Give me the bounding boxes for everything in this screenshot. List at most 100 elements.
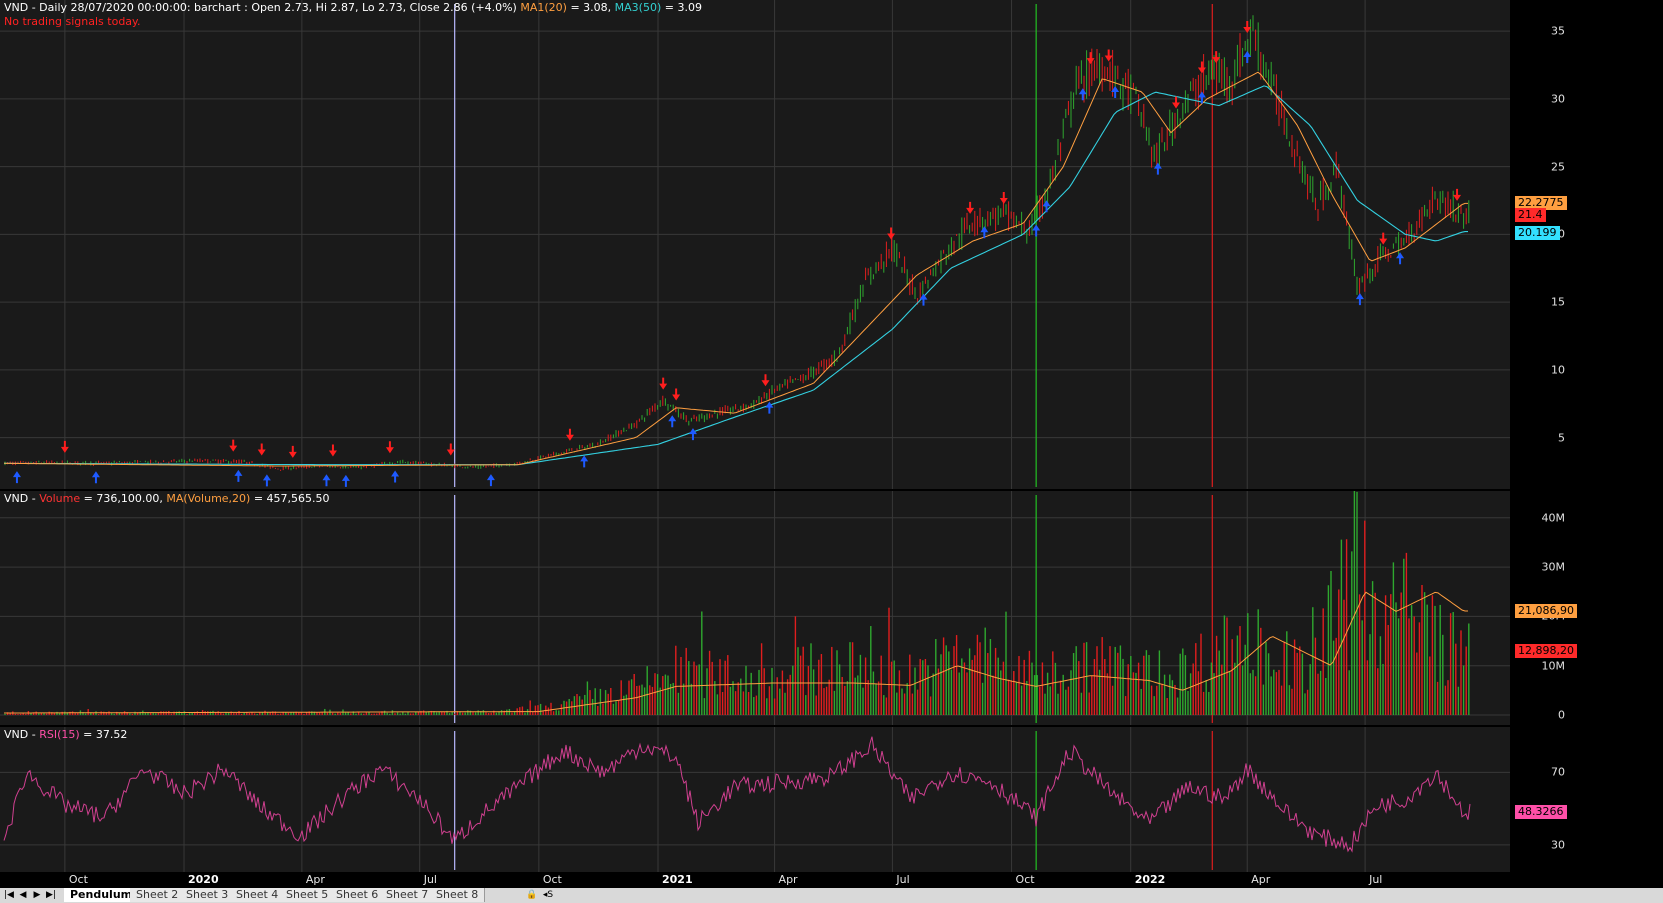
last-value-tag: 21.4 [1515, 208, 1546, 223]
x-tick-label: 2022 [1134, 873, 1166, 886]
rsi-header: VND - RSI(15) = 37.52 [4, 728, 127, 741]
volume-value: = 736,100.00, [83, 492, 163, 505]
volume-pane: VND - Volume = 736,100.00, MA(Volume,20)… [0, 491, 1663, 725]
next-icon[interactable]: ▶ [33, 890, 41, 900]
sell-signal-arrow [1243, 20, 1252, 33]
ma3-value: = 3.09 [664, 1, 702, 14]
sell-signal-arrow [229, 439, 238, 452]
buy-signal-arrow [391, 470, 400, 483]
sheet-tab[interactable]: Sheet 5 [280, 888, 336, 902]
last-value-tag: 12,898,20 [1515, 644, 1577, 659]
sheet-tab[interactable]: Pendulum [64, 888, 140, 902]
buy-signal-arrow [1042, 200, 1051, 213]
price-pane: VND - Daily 28/07/2020 00:00:00: barchar… [0, 0, 1573, 489]
buy-signal-arrow [1111, 86, 1120, 98]
sell-signal-arrow [328, 444, 337, 457]
x-tick-label: Apr [305, 873, 325, 886]
rsi-line [3, 736, 1471, 853]
buy-signal-arrow [341, 474, 350, 487]
last-value-tag: 48.3266 [1515, 804, 1567, 819]
sell-signal-arrow [1086, 52, 1095, 65]
sheet-tab-bar: |◀ ◀ ▶ ▶| 🔒 ◂S Pendulum Sheet 2 Sheet 3 She… [0, 888, 1663, 903]
sell-signal-arrow [1379, 232, 1388, 245]
ma1-value: = 3.08, [570, 1, 612, 14]
buy-signal-arrow [91, 471, 100, 484]
sell-signal-arrow [1212, 51, 1221, 64]
buy-signal-arrow [1396, 252, 1405, 265]
volume-label: Volume [39, 492, 81, 505]
buy-signal-arrow [486, 474, 495, 487]
sell-signal-arrow [288, 445, 297, 458]
sell-signal-arrow [999, 192, 1008, 205]
last-icon[interactable]: ▶| [46, 890, 56, 900]
buy-signal-arrow [580, 455, 589, 468]
sell-signal-arrow [446, 443, 455, 456]
sell-signal-arrow [1104, 49, 1113, 62]
y-tick-label: 0 [1558, 708, 1565, 722]
x-tick-label: 2021 [662, 873, 693, 886]
price-y-axis: 3530252015105 [1510, 0, 1573, 489]
x-tick-label: Apr [1251, 873, 1271, 886]
buy-signal-arrow [919, 293, 928, 306]
y-tick-label: 25 [1551, 160, 1565, 174]
buy-signal-arrow [668, 415, 677, 428]
x-tick-label: Apr [778, 873, 798, 886]
sell-signal-arrow [60, 440, 69, 453]
buy-signal-arrow [688, 428, 697, 441]
buy-signal-arrow [1078, 88, 1087, 101]
buy-signal-arrow [765, 401, 774, 414]
rsi-y-axis: 70 30 [1510, 727, 1573, 872]
buy-signal-arrow [1355, 293, 1364, 306]
sell-signal-arrow [1197, 61, 1206, 74]
rsi-header-prefix: VND - [4, 728, 36, 741]
x-tick-label: Jul [896, 873, 910, 886]
y-tick-label: 10M [1541, 659, 1566, 673]
y-tick-label: 40M [1541, 511, 1566, 525]
y-tick-label: 35 [1551, 24, 1565, 38]
price-plot-area[interactable] [0, 0, 1510, 489]
volume-ma-value: = 457,565.50 [253, 492, 330, 505]
buy-signal-arrow [1243, 50, 1252, 63]
y-tick-label: 5 [1558, 431, 1565, 445]
sheet-tab[interactable]: Sheet 4 [230, 888, 286, 902]
volume-header-prefix: VND - [4, 492, 36, 505]
rsi-value: = 37.52 [83, 728, 128, 741]
prev-icon[interactable]: ◀ [19, 890, 27, 900]
last-value-tag: 21,086,90 [1515, 604, 1577, 619]
volume-chart [0, 491, 1510, 725]
sheet-tab[interactable]: Sheet 7 [380, 888, 436, 902]
signal-note: No trading signals today. [4, 15, 141, 28]
x-tick-label: Oct [542, 873, 562, 886]
lock-icon[interactable]: 🔒 [526, 890, 538, 900]
volume-ma-label: MA(Volume,20) [166, 492, 251, 505]
sell-signal-arrow [672, 388, 681, 401]
sheet-tab[interactable]: Sheet 3 [180, 888, 236, 902]
sell-signal-arrow [966, 201, 975, 214]
sheet-tab[interactable]: Sheet 6 [330, 888, 386, 902]
ma1-label: MA1(20) [520, 1, 567, 14]
y-tick-label: 30 [1551, 92, 1565, 106]
rsi-label: RSI(15) [39, 728, 80, 741]
volume-header: VND - Volume = 736,100.00, MA(Volume,20)… [4, 492, 330, 505]
ma1-line [3, 71, 1468, 467]
ma3-label: MA3(50) [614, 1, 662, 14]
buy-signal-arrow [980, 226, 989, 239]
buy-signal-arrow [1032, 224, 1041, 237]
sheet-tab[interactable]: Sheet 8 [430, 888, 486, 902]
y-tick-label: 10 [1551, 363, 1565, 377]
last-value-tag: 20.199 [1515, 225, 1560, 240]
x-tick-label: Oct [1015, 873, 1035, 886]
buy-signal-arrow [1153, 162, 1162, 175]
first-icon[interactable]: |◀ [4, 890, 14, 900]
price-header: VND - Daily 28/07/2020 00:00:00: barchar… [4, 1, 702, 14]
scroll-icon[interactable]: ◂S [542, 890, 554, 900]
sell-signal-arrow [887, 227, 896, 240]
x-tick-label: Jul [423, 873, 437, 886]
sell-signal-arrow [1453, 188, 1462, 201]
volume-ma-line [4, 591, 1468, 714]
price-header-prefix: VND - Daily 28/07/2020 00:00:00: barchar… [4, 1, 517, 14]
buy-signal-arrow [234, 469, 243, 482]
sheet-tab[interactable]: Sheet 2 [130, 888, 186, 902]
y-tick-label: 30 [1551, 838, 1565, 852]
x-tick-label: Oct [68, 873, 88, 886]
